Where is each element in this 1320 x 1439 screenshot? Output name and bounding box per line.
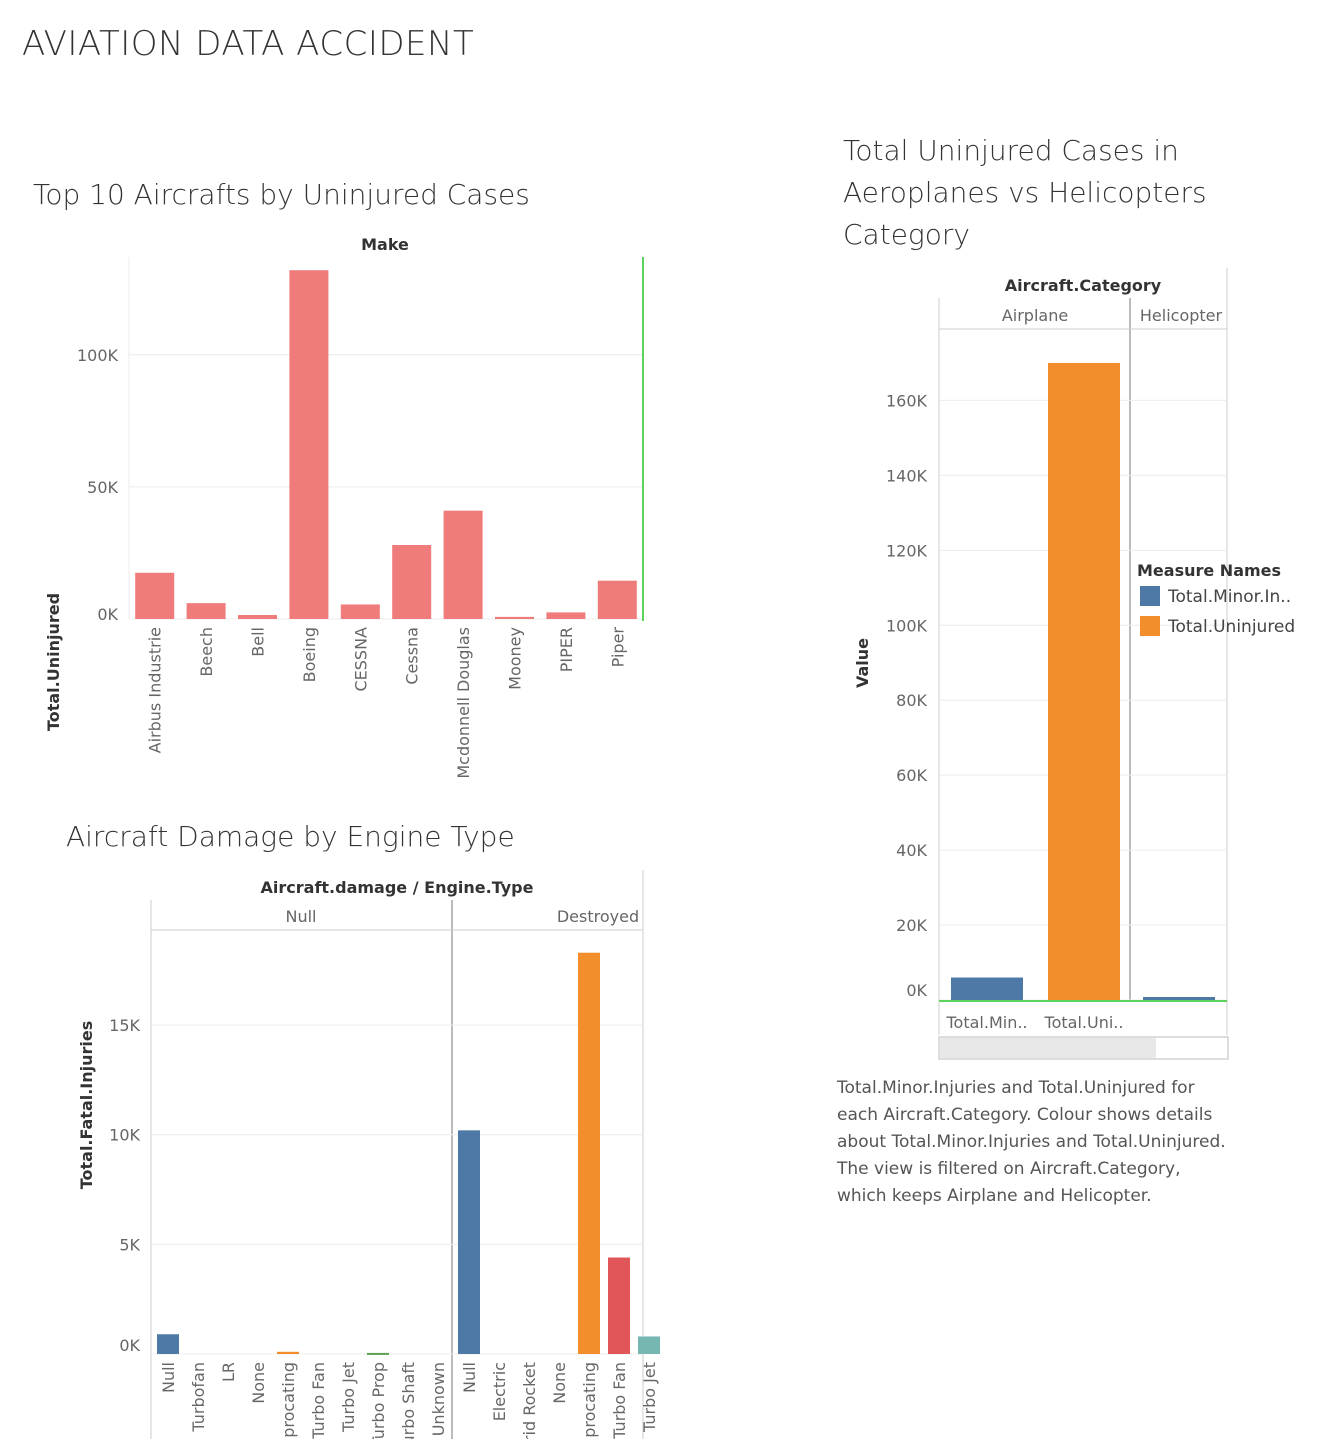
bar-airbus-industrie[interactable]	[135, 572, 175, 619]
page-title: AVIATION DATA ACCIDENT	[22, 24, 475, 64]
make-chart-ylabel: Total.Uninjured	[44, 593, 63, 731]
y-tick-label: 140K	[886, 466, 928, 485]
x-tick-label-cessna: CESSNA	[351, 627, 370, 692]
legend-label-total-uninjured: Total.Uninjured	[1167, 617, 1295, 637]
legend-swatch-total-uninjured	[1140, 616, 1160, 636]
y-tick-label: 100K	[886, 616, 928, 635]
legend-swatch-total-minor	[1140, 586, 1160, 606]
y-tick-label: 50K	[87, 478, 118, 497]
x-label-total-uninjured: Total.Uni..	[1044, 1013, 1124, 1032]
scrollbar-thumb[interactable]	[940, 1038, 1156, 1058]
category-chart-description: Total.Minor.Injuries and Total.Uninjured…	[837, 1078, 1226, 1206]
y-tick-label: 80K	[896, 691, 927, 710]
y-tick-label: 60K	[896, 766, 927, 785]
y-tick-label: 20K	[896, 916, 927, 935]
panel-null-label: Null	[286, 907, 317, 926]
bar-helicopter-total-minor-in[interactable]	[1143, 997, 1215, 1000]
make-chart-title: Top 10 Aircrafts by Uninjured Cases	[33, 178, 530, 211]
bar-mcdonnell-douglas[interactable]	[443, 510, 483, 619]
legend-title: Measure Names	[1137, 561, 1281, 580]
x-tick-label-null-turbo-shaft: Turbo Shaft	[399, 1362, 418, 1439]
x-tick-label-destroyed-hybrid-rocket: Hybrid Rocket	[520, 1362, 539, 1439]
x-tick-label-destroyed-none: None	[550, 1362, 569, 1404]
x-tick-label-null-reciprocating: Reciprocating	[279, 1362, 298, 1439]
legend-item-total-uninjured[interactable]: Total.Uninjured	[1140, 616, 1295, 637]
bar-cessna[interactable]	[340, 604, 380, 619]
damage-chart: Aircraft.damage / Engine.Type Null Destr…	[77, 870, 660, 1439]
damage-chart-header: Aircraft.damage / Engine.Type	[261, 878, 534, 897]
panel-helicopter-label: Helicopter	[1140, 306, 1223, 325]
bar-airplane-total-uninjured[interactable]	[1048, 362, 1120, 1000]
bar-boeing[interactable]	[289, 270, 329, 619]
x-tick-label-null-turbo-prop: Turbo Prop	[369, 1362, 388, 1439]
y-tick-label: 40K	[896, 841, 927, 860]
legend-item-total-minor[interactable]: Total.Minor.In..	[1140, 586, 1291, 607]
bar-null-turbo-prop[interactable]	[367, 1352, 389, 1355]
bar-destroyed-turbo-jet[interactable]	[638, 1336, 660, 1354]
bar-destroyed-reciprocating[interactable]	[578, 952, 600, 1354]
x-tick-label-null-turbo-fan: Turbo Fan	[309, 1362, 328, 1439]
y-tick-label: 0K	[906, 981, 927, 1000]
bar-mooney[interactable]	[495, 616, 534, 619]
x-tick-label-destroyed-null: Null	[460, 1362, 479, 1393]
x-tick-label-null-turbofan: Turbofan	[189, 1362, 208, 1433]
x-tick-label-null-turbo-jet: Turbo Jet	[339, 1362, 358, 1433]
x-tick-label-null-lr: LR	[219, 1362, 238, 1382]
x-tick-label-bell: Bell	[249, 627, 268, 657]
bar-piper[interactable]	[597, 580, 637, 619]
y-tick-label: 100K	[77, 346, 119, 365]
x-tick-label-mooney: Mooney	[506, 627, 525, 690]
category-chart-header: Aircraft.Category	[1005, 276, 1162, 295]
x-tick-label-destroyed-electric: Electric	[490, 1362, 509, 1421]
y-tick-label: 0K	[119, 1336, 140, 1355]
bar-cessna[interactable]	[392, 545, 432, 619]
panel-destroyed-label: Destroyed	[557, 907, 639, 926]
y-tick-label: 160K	[886, 391, 928, 410]
panel-airplane-label: Airplane	[1002, 306, 1068, 325]
bar-piper[interactable]	[546, 612, 586, 619]
y-tick-label: 0K	[97, 605, 118, 624]
x-tick-label-piper: PIPER	[557, 627, 576, 672]
x-tick-label-null-none: None	[249, 1362, 268, 1404]
category-chart-title: Total Uninjured Cases in Aeroplanes vs H…	[843, 134, 1207, 251]
y-tick-label: 15K	[109, 1016, 140, 1035]
x-label-total-minor: Total.Min..	[945, 1013, 1027, 1032]
x-tick-label-airbus-industrie: Airbus Industrie	[146, 627, 165, 753]
bar-destroyed-null[interactable]	[458, 1130, 480, 1354]
x-tick-label-boeing: Boeing	[300, 627, 319, 682]
bar-null-null[interactable]	[157, 1334, 179, 1354]
bar-beech[interactable]	[186, 603, 226, 619]
x-tick-label-destroyed-turbo-jet: Turbo Jet	[640, 1362, 659, 1433]
damage-chart-title: Aircraft Damage by Engine Type	[66, 820, 515, 853]
x-tick-label-cessna: Cessna	[403, 627, 422, 685]
x-tick-label-mcdonnell-douglas: Mcdonnell Douglas	[454, 627, 473, 779]
x-tick-label-piper: Piper	[608, 627, 627, 668]
bar-null-reciprocating[interactable]	[277, 1351, 299, 1354]
x-tick-label-destroyed-reciprocating: Reciprocating	[580, 1362, 599, 1439]
legend-label-total-minor: Total.Minor.In..	[1167, 587, 1291, 607]
bar-destroyed-turbo-fan[interactable]	[608, 1257, 630, 1354]
bar-airplane-total-minor-in[interactable]	[951, 977, 1023, 1000]
x-tick-label-null-null: Null	[159, 1362, 178, 1393]
category-chart-ylabel: Value	[853, 638, 872, 688]
make-chart-header: Make	[361, 235, 409, 254]
y-tick-label: 120K	[886, 541, 928, 560]
x-tick-label-null-unknown: Unknown	[429, 1362, 448, 1436]
bar-bell[interactable]	[238, 615, 277, 619]
y-tick-label: 5K	[119, 1235, 140, 1254]
damage-chart-ylabel: Total.Fatal.Injuries	[77, 1021, 96, 1190]
x-tick-label-destroyed-turbo-fan: Turbo Fan	[610, 1362, 629, 1439]
x-tick-label-beech: Beech	[197, 627, 216, 677]
y-tick-label: 10K	[109, 1126, 140, 1145]
make-chart: Make Total.Uninjured 0K 50K 100K Airbus In…	[44, 235, 644, 779]
category-chart: Aircraft.Category Airplane Helicopter Va…	[853, 268, 1295, 1060]
